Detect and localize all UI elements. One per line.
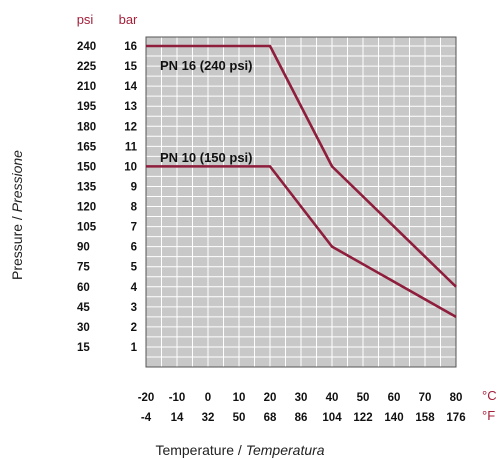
- fahrenheit-unit-label: °F: [482, 408, 495, 423]
- y-tick-label-psi: 15: [77, 342, 90, 354]
- series-line-pn10: [146, 165, 457, 318]
- x-tick-label-fahrenheit: 68: [264, 412, 277, 424]
- psi-unit-label: psi: [77, 12, 94, 27]
- x-tick-label-fahrenheit: 104: [322, 412, 342, 424]
- y-tick-label-psi: 150: [77, 161, 96, 173]
- x-tick-label-celsius: 70: [419, 392, 432, 404]
- y-tick-label-psi: 30: [77, 322, 90, 334]
- y-tick-label-bar: 5: [131, 262, 138, 274]
- x-tick-label-fahrenheit: 32: [202, 412, 215, 424]
- y-tick-label-bar: 6: [131, 242, 137, 254]
- x-tick-label-celsius: 80: [450, 392, 463, 404]
- y-tick-label-psi: 120: [77, 202, 96, 214]
- y-axis-title-italic: Pressione: [9, 150, 25, 212]
- x-tick-label-fahrenheit: -4: [141, 412, 152, 424]
- x-tick-label-celsius: -10: [169, 392, 186, 404]
- y-axis-title: Pressure / Pressione: [9, 150, 25, 280]
- y-tick-label-psi: 45: [77, 302, 90, 314]
- plot-frame: [145, 36, 457, 368]
- y-tick-label-psi: 105: [77, 222, 97, 234]
- x-tick-label-celsius: 30: [295, 392, 308, 404]
- y-tick-label-bar: 16: [124, 41, 137, 53]
- y-tick-label-bar: 10: [124, 161, 137, 173]
- y-tick-label-psi: 165: [77, 141, 97, 153]
- x-tick-label-celsius: -20: [138, 392, 155, 404]
- x-tick-label-celsius: 40: [326, 392, 339, 404]
- x-axis-title: Temperature / Temperatura: [155, 442, 324, 458]
- x-tick-label-celsius: 0: [205, 392, 211, 404]
- grid-lines: [146, 37, 456, 367]
- x-tick-label-celsius: 60: [388, 392, 401, 404]
- series-lines: [146, 44, 457, 318]
- x-tick-label-fahrenheit: 14: [171, 412, 184, 424]
- x-axis-title-italic: Temperatura: [246, 442, 325, 458]
- y-tick-label-bar: 8: [131, 202, 138, 214]
- x-tick-label-fahrenheit: 176: [446, 412, 465, 424]
- y-tick-label-psi: 90: [77, 242, 90, 254]
- x-tick-label-fahrenheit: 158: [415, 412, 435, 424]
- x-axis-title-main: Temperature /: [155, 442, 245, 458]
- y-tick-label-psi: 240: [77, 41, 96, 53]
- y-tick-label-psi: 75: [77, 262, 90, 274]
- y-tick-label-bar: 7: [131, 222, 137, 234]
- y-tick-label-psi: 180: [77, 121, 96, 133]
- y-tick-label-bar: 3: [131, 302, 137, 314]
- series-line-pn16: [146, 44, 457, 288]
- tick-labels: 1152303454605756907105812091351015011165…: [77, 41, 466, 424]
- series-label-pn16: PN 16 (240 psi): [160, 58, 253, 73]
- y-tick-label-bar: 9: [131, 181, 137, 193]
- series-label-pn10: PN 10 (150 psi): [160, 150, 253, 165]
- y-axis-title-main: Pressure /: [9, 212, 25, 280]
- x-tick-label-fahrenheit: 122: [353, 412, 372, 424]
- y-tick-label-psi: 135: [77, 181, 97, 193]
- y-tick-label-bar: 13: [124, 101, 137, 113]
- x-tick-label-celsius: 20: [264, 392, 277, 404]
- y-tick-label-bar: 4: [131, 282, 138, 294]
- x-tick-label-celsius: 50: [357, 392, 370, 404]
- celsius-unit-label: °C: [482, 388, 497, 403]
- y-tick-label-bar: 11: [125, 141, 138, 153]
- y-tick-label-bar: 14: [124, 81, 137, 93]
- y-tick-label-bar: 15: [124, 61, 137, 73]
- y-tick-label-bar: 12: [124, 121, 137, 133]
- x-tick-label-fahrenheit: 140: [384, 412, 403, 424]
- bar-unit-label: bar: [119, 12, 138, 27]
- y-tick-label-psi: 210: [77, 81, 96, 93]
- y-tick-label-bar: 2: [131, 322, 137, 334]
- x-tick-label-fahrenheit: 50: [233, 412, 246, 424]
- y-tick-label-bar: 1: [131, 342, 138, 354]
- y-tick-label-psi: 225: [77, 61, 97, 73]
- x-tick-label-celsius: 10: [233, 392, 246, 404]
- y-tick-label-psi: 60: [77, 282, 90, 294]
- x-tick-label-fahrenheit: 86: [295, 412, 308, 424]
- y-tick-label-psi: 195: [77, 101, 97, 113]
